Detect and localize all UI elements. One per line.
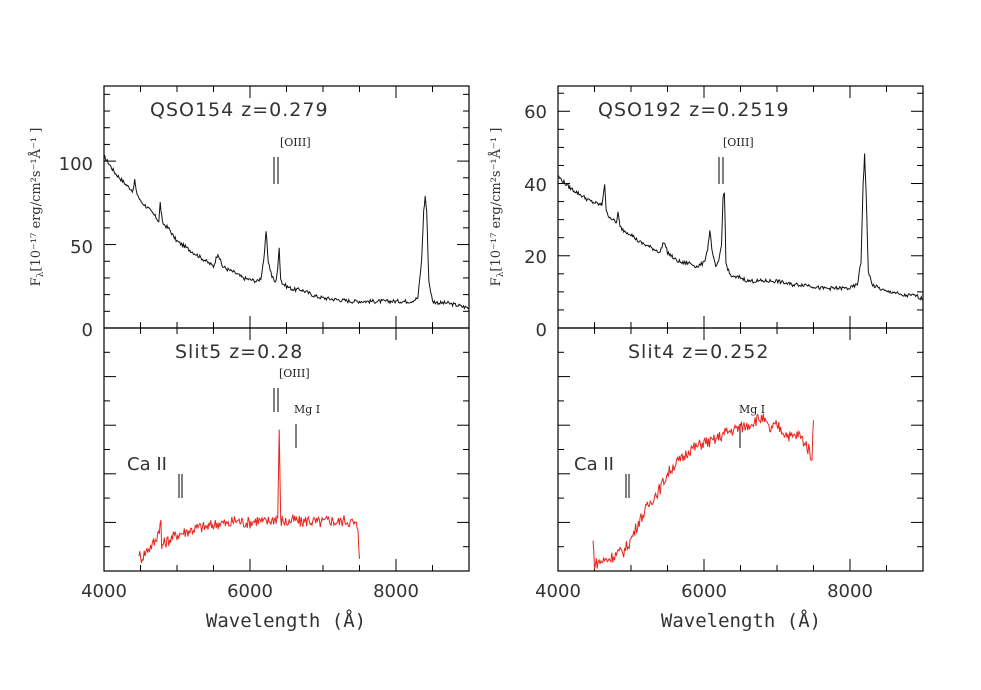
right-ylabel: Fλ[10⁻¹⁷ erg/cm²s⁻¹Å⁻¹ ] [488,128,506,287]
right-bottom-spectrum-line [592,413,814,570]
left-xtick-8000: 8000 [373,581,419,602]
right-top-spectrum-line [557,153,924,301]
left-ylabel-sub: λ [36,271,46,277]
left-xtick-4000: 4000 [81,581,127,602]
left-top-frame [103,85,470,329]
right-bottom-frame [557,327,924,572]
left-ylabel: Fλ[10⁻¹⁷ erg/cm²s⁻¹Å⁻¹ ] [28,128,46,287]
left-top-oiii-label: [OIII] [280,136,311,149]
right-xtick-8000: 8000 [827,581,873,602]
right-ylabel-f: F [489,277,504,286]
left-bottom-frame [103,327,470,572]
left-xlabel: Wavelength (Å) [206,609,366,632]
right-top-title: QSO192 z=0.2519 [598,99,790,121]
left-ticks [103,86,470,572]
right-ytick-60: 60 [524,102,547,123]
left-bottom-caii-label: Ca II [127,454,167,475]
left-bottom-mgi-label: Mg I [294,403,320,416]
right-xlabel: Wavelength (Å) [661,609,821,632]
right-top-oiii-label: [OIII] [723,136,754,149]
left-ylabel-units: [10⁻¹⁷ erg/cm²s⁻¹Å⁻¹ ] [28,128,44,272]
left-bottom-oiii-label: [OIII] [279,367,310,380]
left-ytick-50: 50 [70,237,93,258]
left-top-title: QSO154 z=0.279 [150,99,329,121]
right-bottom-title: Slit4 z=0.252 [628,341,769,363]
right-ylabel-units: [10⁻¹⁷ erg/cm²s⁻¹Å⁻¹ ] [488,128,504,272]
left-bottom-spectrum-line [138,429,360,564]
right-panel: QSO192 z=0.2519 Slit4 z=0.252 0 20 40 60… [488,85,924,632]
left-ylabel-f: F [29,277,44,286]
left-top-spectrum-line [103,154,470,310]
right-ylabel-sub: λ [496,271,506,277]
left-xtick-6000: 6000 [227,581,273,602]
right-ytick-40: 40 [524,175,547,196]
right-ticks [557,86,924,572]
left-panel: QSO154 z=0.279 Slit5 z=0.28 0 50 100 400… [28,85,470,632]
right-bottom-mgi-label: Mg I [739,403,765,416]
right-top-frame [557,85,924,329]
right-bottom-caii-label: Ca II [574,454,614,475]
left-bottom-title: Slit5 z=0.28 [175,341,303,363]
left-ytick-0: 0 [82,320,93,341]
right-xtick-4000: 4000 [535,581,581,602]
right-ytick-20: 20 [524,247,547,268]
right-ytick-0: 0 [536,320,547,341]
left-ytick-100: 100 [59,154,93,175]
right-xtick-6000: 6000 [681,581,727,602]
